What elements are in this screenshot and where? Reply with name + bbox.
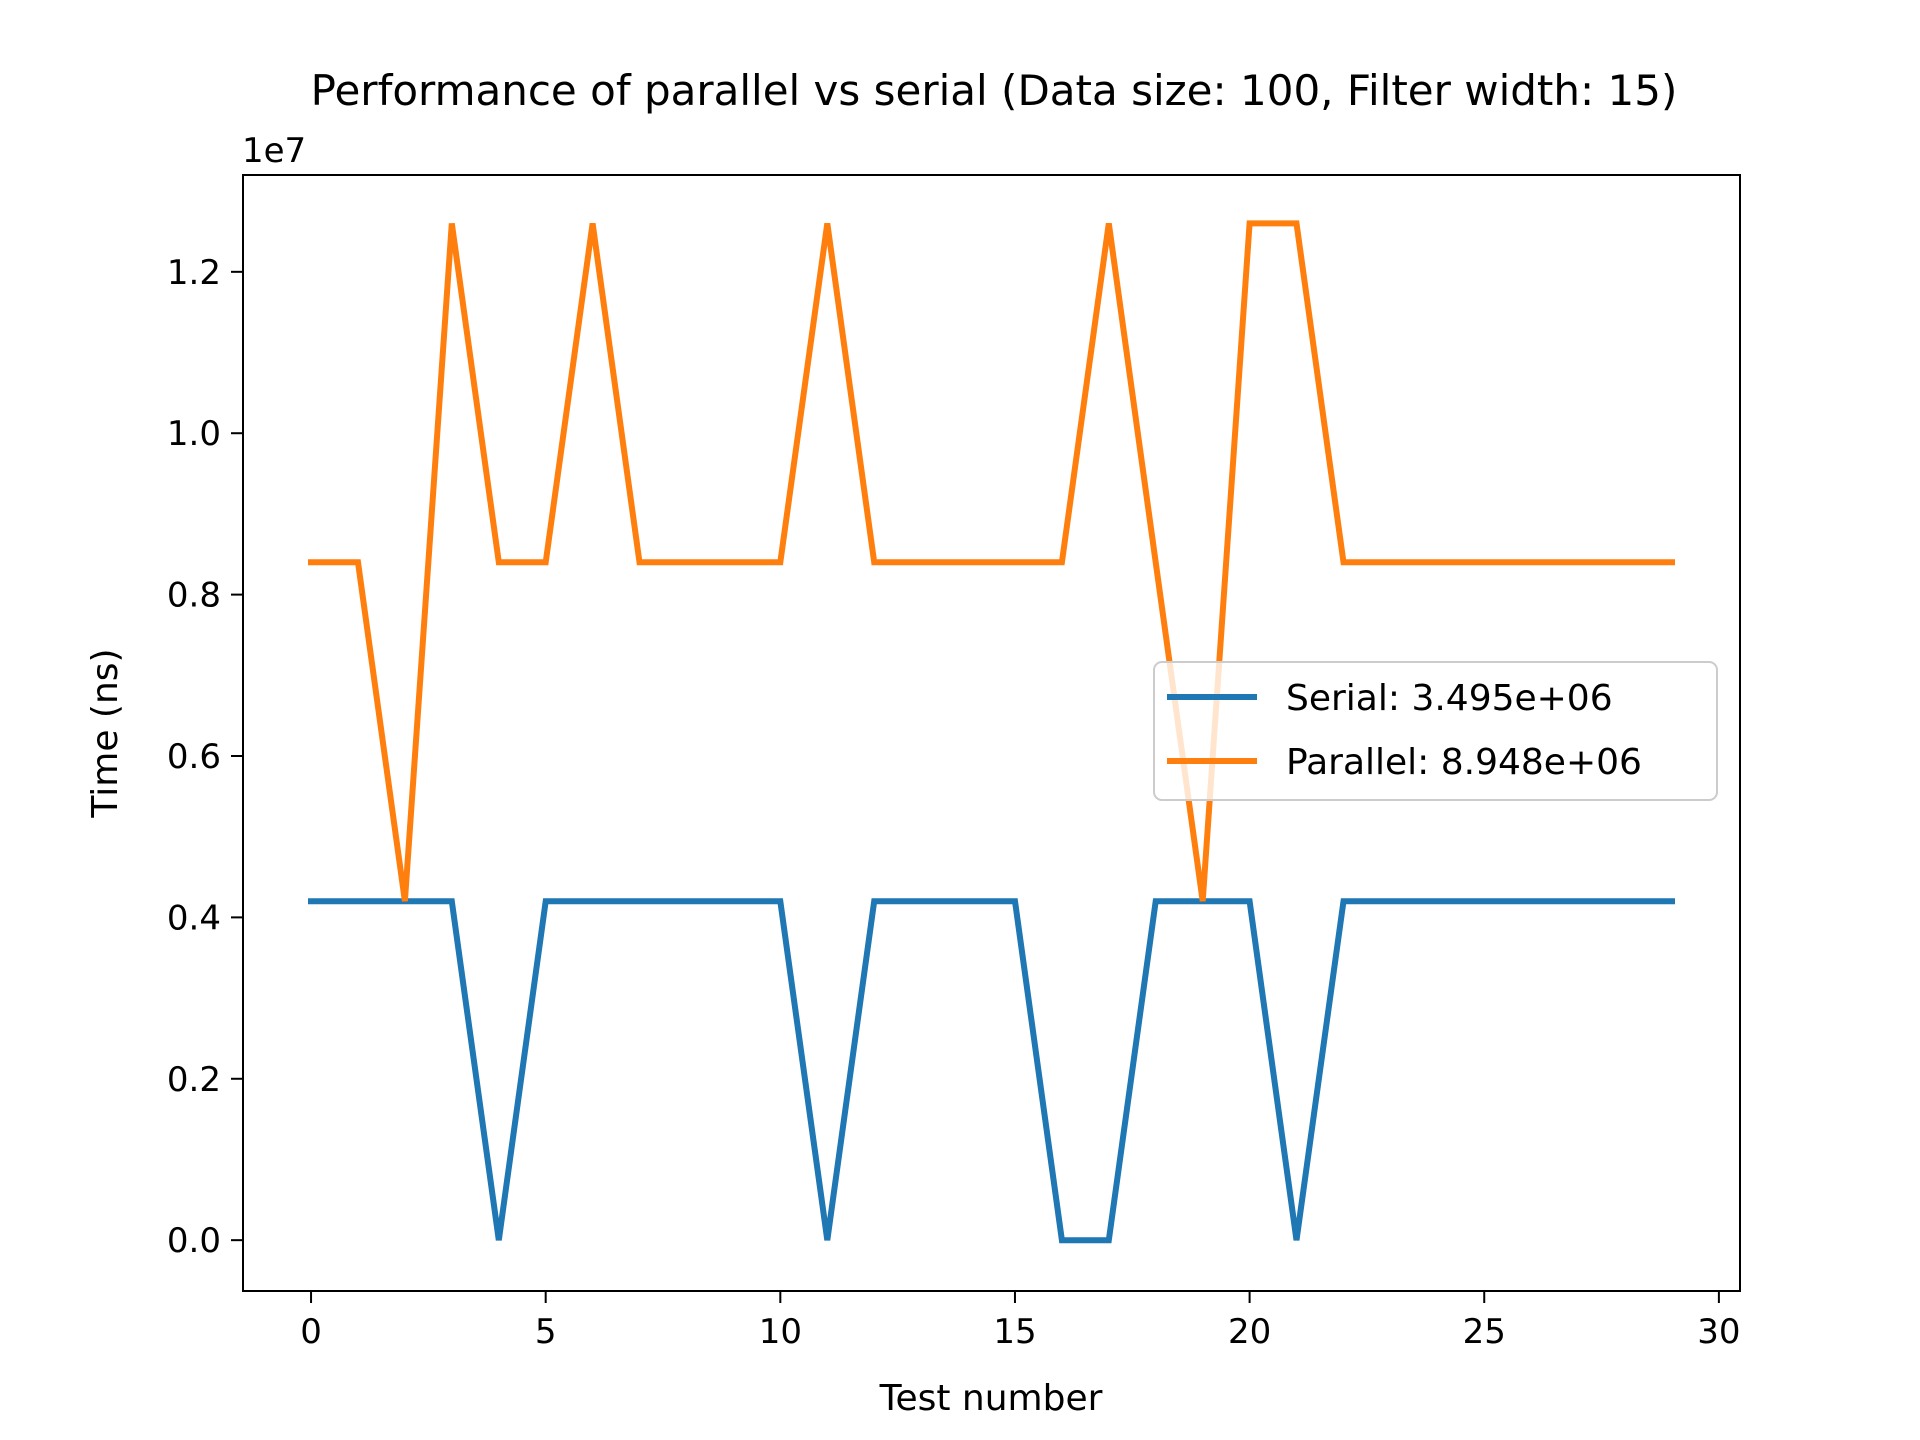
legend: Serial: 3.495e+06 Parallel: 8.948e+06 bbox=[1153, 661, 1718, 801]
x-tick-label: 25 bbox=[1463, 1312, 1506, 1352]
plot-lines bbox=[308, 220, 1675, 1244]
series-line-serial bbox=[308, 898, 1675, 1244]
x-tick-label: 0 bbox=[300, 1312, 322, 1352]
x-axis-label: Test number bbox=[879, 1378, 1103, 1419]
y-scale-label: 1e7 bbox=[242, 131, 306, 171]
y-tick-label: 0.0 bbox=[167, 1221, 221, 1261]
y-tick-label: 1.2 bbox=[167, 253, 221, 293]
y-tick-label: 0.4 bbox=[167, 898, 221, 938]
series-line-parallel bbox=[308, 220, 1675, 902]
legend-box bbox=[1153, 661, 1718, 801]
y-tick-label: 0.6 bbox=[167, 737, 221, 777]
x-axis-ticks: 0 5 10 15 20 25 30 bbox=[300, 1291, 1741, 1352]
x-tick-label: 20 bbox=[1228, 1312, 1271, 1352]
x-tick-label: 15 bbox=[993, 1312, 1036, 1352]
y-tick-label: 0.2 bbox=[167, 1060, 221, 1100]
x-tick-label: 10 bbox=[759, 1312, 802, 1352]
x-tick-label: 30 bbox=[1697, 1312, 1740, 1352]
y-tick-label: 1.0 bbox=[167, 414, 221, 454]
legend-label-serial: Serial: 3.495e+06 bbox=[1286, 678, 1613, 719]
plot-frame bbox=[242, 174, 1741, 1292]
chart-title: Performance of parallel vs serial (Data … bbox=[311, 66, 1678, 115]
y-axis-label: Time (ns) bbox=[85, 648, 126, 818]
y-axis-ticks: 0.0 0.2 0.4 0.6 0.8 1.0 1.2 bbox=[167, 253, 243, 1261]
legend-label-parallel: Parallel: 8.948e+06 bbox=[1286, 742, 1642, 783]
y-tick-label: 0.8 bbox=[167, 576, 221, 616]
x-tick-label: 5 bbox=[535, 1312, 557, 1352]
